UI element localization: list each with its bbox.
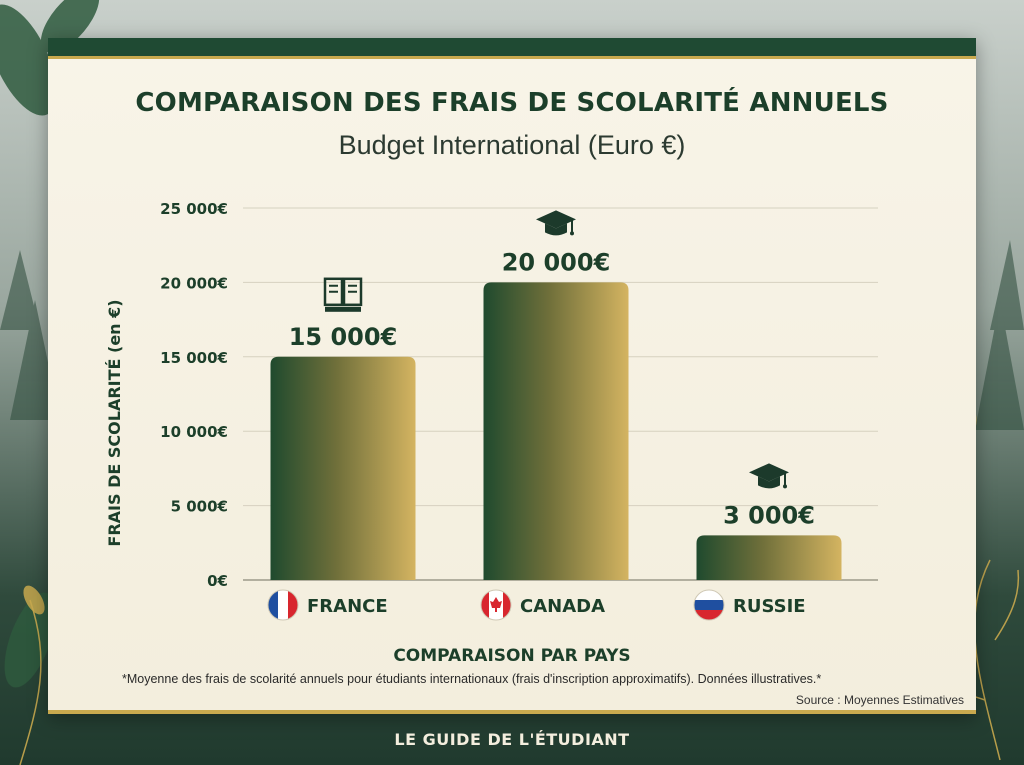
card-top-bar — [48, 38, 976, 59]
chart-title: COMPARAISON DES FRAIS DE SCOLARITÉ ANNUE… — [135, 88, 889, 118]
graduation-cap-icon — [536, 209, 576, 237]
category-label: FRANCE — [307, 596, 388, 617]
value-label: 15 000€ — [289, 323, 398, 351]
chart-subtitle: Budget International (Euro €) — [338, 130, 686, 160]
bar-russie — [696, 535, 842, 580]
bar-chart: FRAIS DE SCOLARITÉ (en €) 0€ 5 000€ 10 000… — [105, 200, 878, 621]
card-bottom-line — [48, 710, 976, 714]
france-flag-icon — [267, 589, 299, 621]
y-tick-label: 10 000€ — [160, 423, 228, 441]
category-label: RUSSIE — [733, 596, 806, 617]
y-tick-label: 25 000€ — [160, 200, 228, 218]
bar-canada — [483, 282, 629, 580]
y-tick-label: 20 000€ — [160, 274, 228, 292]
russia-flag-icon — [693, 589, 725, 621]
category-label: CANADA — [520, 596, 605, 617]
x-axis-title: COMPARAISON PAR PAYS — [393, 646, 631, 666]
y-tick-label: 0€ — [207, 572, 228, 590]
y-tick-label: 15 000€ — [160, 349, 228, 367]
y-tick-label: 5 000€ — [171, 498, 228, 516]
bar-france — [270, 356, 416, 580]
source-credit: Source : Moyennes Estimatives — [795, 693, 964, 707]
footnote: *Moyenne des frais de scolarité annuels … — [122, 672, 822, 686]
y-axis-title: FRAIS DE SCOLARITÉ (en €) — [105, 299, 124, 546]
value-label: 20 000€ — [502, 248, 611, 276]
value-label: 3 000€ — [723, 501, 815, 529]
footer-brand: LE GUIDE DE L'ÉTUDIANT — [394, 730, 630, 749]
graduation-cap-icon — [749, 462, 789, 490]
infographic-card: COMPARAISON DES FRAIS DE SCOLARITÉ ANNUE… — [48, 38, 976, 714]
canada-flag-icon — [480, 589, 512, 621]
book-icon — [323, 277, 363, 314]
